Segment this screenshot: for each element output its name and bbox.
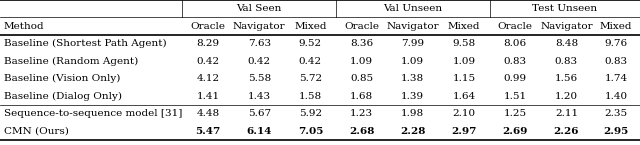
- Text: 1.09: 1.09: [452, 57, 476, 66]
- Text: 0.85: 0.85: [350, 74, 373, 83]
- Text: 5.92: 5.92: [299, 109, 322, 118]
- Text: 1.40: 1.40: [604, 92, 628, 101]
- Text: 1.58: 1.58: [299, 92, 322, 101]
- Text: 7.99: 7.99: [401, 39, 424, 48]
- Text: Val Seen: Val Seen: [237, 4, 282, 13]
- Text: Baseline (Shortest Path Agent): Baseline (Shortest Path Agent): [4, 39, 166, 48]
- Text: 1.09: 1.09: [350, 57, 373, 66]
- Text: 1.25: 1.25: [504, 109, 527, 118]
- Text: 0.83: 0.83: [604, 57, 628, 66]
- Text: 8.48: 8.48: [555, 39, 578, 48]
- Text: 4.48: 4.48: [196, 109, 220, 118]
- Text: 7.63: 7.63: [248, 39, 271, 48]
- Text: 0.42: 0.42: [196, 57, 220, 66]
- Text: 2.28: 2.28: [400, 127, 426, 136]
- Text: CMN (Ours): CMN (Ours): [4, 127, 68, 136]
- Text: 1.43: 1.43: [248, 92, 271, 101]
- Text: Mixed: Mixed: [448, 22, 480, 31]
- Text: 1.09: 1.09: [401, 57, 424, 66]
- Text: Mixed: Mixed: [294, 22, 326, 31]
- Text: 9.58: 9.58: [452, 39, 476, 48]
- Text: Val Unseen: Val Unseen: [383, 4, 442, 13]
- Text: Oracle: Oracle: [344, 22, 379, 31]
- Text: 9.52: 9.52: [299, 39, 322, 48]
- Text: Baseline (Random Agent): Baseline (Random Agent): [4, 57, 138, 66]
- Text: Method: Method: [4, 22, 44, 31]
- Text: 1.38: 1.38: [401, 74, 424, 83]
- Text: Test Unseen: Test Unseen: [532, 4, 597, 13]
- Text: Baseline (Vision Only): Baseline (Vision Only): [4, 74, 120, 83]
- Text: 5.72: 5.72: [299, 74, 322, 83]
- Text: 1.51: 1.51: [504, 92, 527, 101]
- Text: 8.06: 8.06: [504, 39, 527, 48]
- Text: 2.68: 2.68: [349, 127, 374, 136]
- Text: 1.23: 1.23: [350, 109, 373, 118]
- Text: 9.76: 9.76: [604, 39, 628, 48]
- Text: 1.98: 1.98: [401, 109, 424, 118]
- Text: 5.47: 5.47: [195, 127, 221, 136]
- Text: Sequence-to-sequence model [31]: Sequence-to-sequence model [31]: [4, 109, 182, 118]
- Text: Navigator: Navigator: [540, 22, 593, 31]
- Text: 1.20: 1.20: [555, 92, 578, 101]
- Text: 4.12: 4.12: [196, 74, 220, 83]
- Text: Oracle: Oracle: [498, 22, 532, 31]
- Text: Mixed: Mixed: [600, 22, 632, 31]
- Text: 2.26: 2.26: [554, 127, 579, 136]
- Text: 0.42: 0.42: [299, 57, 322, 66]
- Text: Oracle: Oracle: [191, 22, 225, 31]
- Text: 5.58: 5.58: [248, 74, 271, 83]
- Text: 1.39: 1.39: [401, 92, 424, 101]
- Text: 1.64: 1.64: [452, 92, 476, 101]
- Text: 0.42: 0.42: [248, 57, 271, 66]
- Text: 7.05: 7.05: [298, 127, 323, 136]
- Text: Baseline (Dialog Only): Baseline (Dialog Only): [4, 91, 122, 101]
- Text: Navigator: Navigator: [233, 22, 285, 31]
- Text: 2.95: 2.95: [604, 127, 628, 136]
- Text: 5.67: 5.67: [248, 109, 271, 118]
- Text: 2.10: 2.10: [452, 109, 476, 118]
- Text: 8.29: 8.29: [196, 39, 220, 48]
- Text: 2.97: 2.97: [451, 127, 477, 136]
- Text: 0.83: 0.83: [504, 57, 527, 66]
- Text: 1.74: 1.74: [604, 74, 628, 83]
- Text: 1.56: 1.56: [555, 74, 578, 83]
- Text: 2.35: 2.35: [604, 109, 628, 118]
- Text: 1.41: 1.41: [196, 92, 220, 101]
- Text: 1.15: 1.15: [452, 74, 476, 83]
- Text: 0.99: 0.99: [504, 74, 527, 83]
- Text: Navigator: Navigator: [387, 22, 439, 31]
- Text: 0.83: 0.83: [555, 57, 578, 66]
- Text: 8.36: 8.36: [350, 39, 373, 48]
- Text: 1.68: 1.68: [350, 92, 373, 101]
- Text: 2.11: 2.11: [555, 109, 578, 118]
- Text: 6.14: 6.14: [246, 127, 272, 136]
- Text: 2.69: 2.69: [502, 127, 528, 136]
